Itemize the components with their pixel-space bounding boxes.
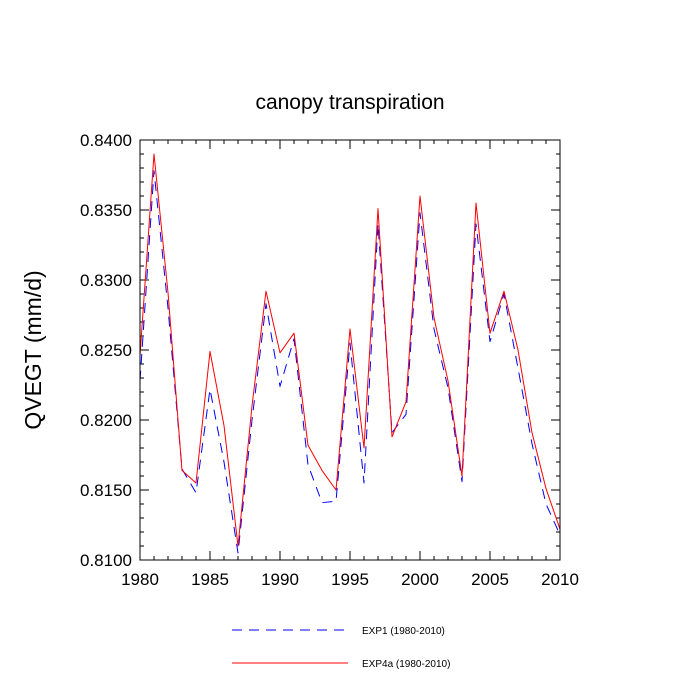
series-line-2 <box>139 153 561 547</box>
x-tick-label: 1985 <box>191 570 229 589</box>
y-tick-label: 0.8150 <box>80 481 132 500</box>
series-line-1 <box>139 170 561 554</box>
y-tick-label: 0.8250 <box>80 341 132 360</box>
legend: EXP1 (1980-2010) EXP4a (1980-2010) <box>232 626 450 670</box>
y-tick-label: 0.8400 <box>80 131 132 150</box>
y-axis-label: QVEGT (mm/d) <box>20 270 46 429</box>
x-tick-label: 2010 <box>541 570 579 589</box>
x-tick-label: 1995 <box>331 570 369 589</box>
legend-label: EXP1 (1980-2010) <box>362 626 445 637</box>
x-tick-label: 1990 <box>261 570 299 589</box>
y-tick-label: 0.8200 <box>80 411 132 430</box>
x-tick-label: 2000 <box>401 570 439 589</box>
chart-title: canopy transpiration <box>255 91 444 114</box>
y-tick-label: 0.8350 <box>80 201 132 220</box>
y-tick-label: 0.8100 <box>80 551 132 570</box>
plot-frame <box>139 139 561 561</box>
axis-tick-labels: 1980 1985 1990 1995 2000 2005 2010 0.8100 0.8150… <box>80 131 579 589</box>
legend-label: EXP4a (1980-2010) <box>362 659 450 670</box>
axis-ticks <box>139 139 561 561</box>
y-tick-label: 0.8300 <box>80 271 132 290</box>
x-tick-label: 1980 <box>121 570 159 589</box>
series-lines <box>139 153 561 554</box>
x-tick-label: 2005 <box>471 570 509 589</box>
